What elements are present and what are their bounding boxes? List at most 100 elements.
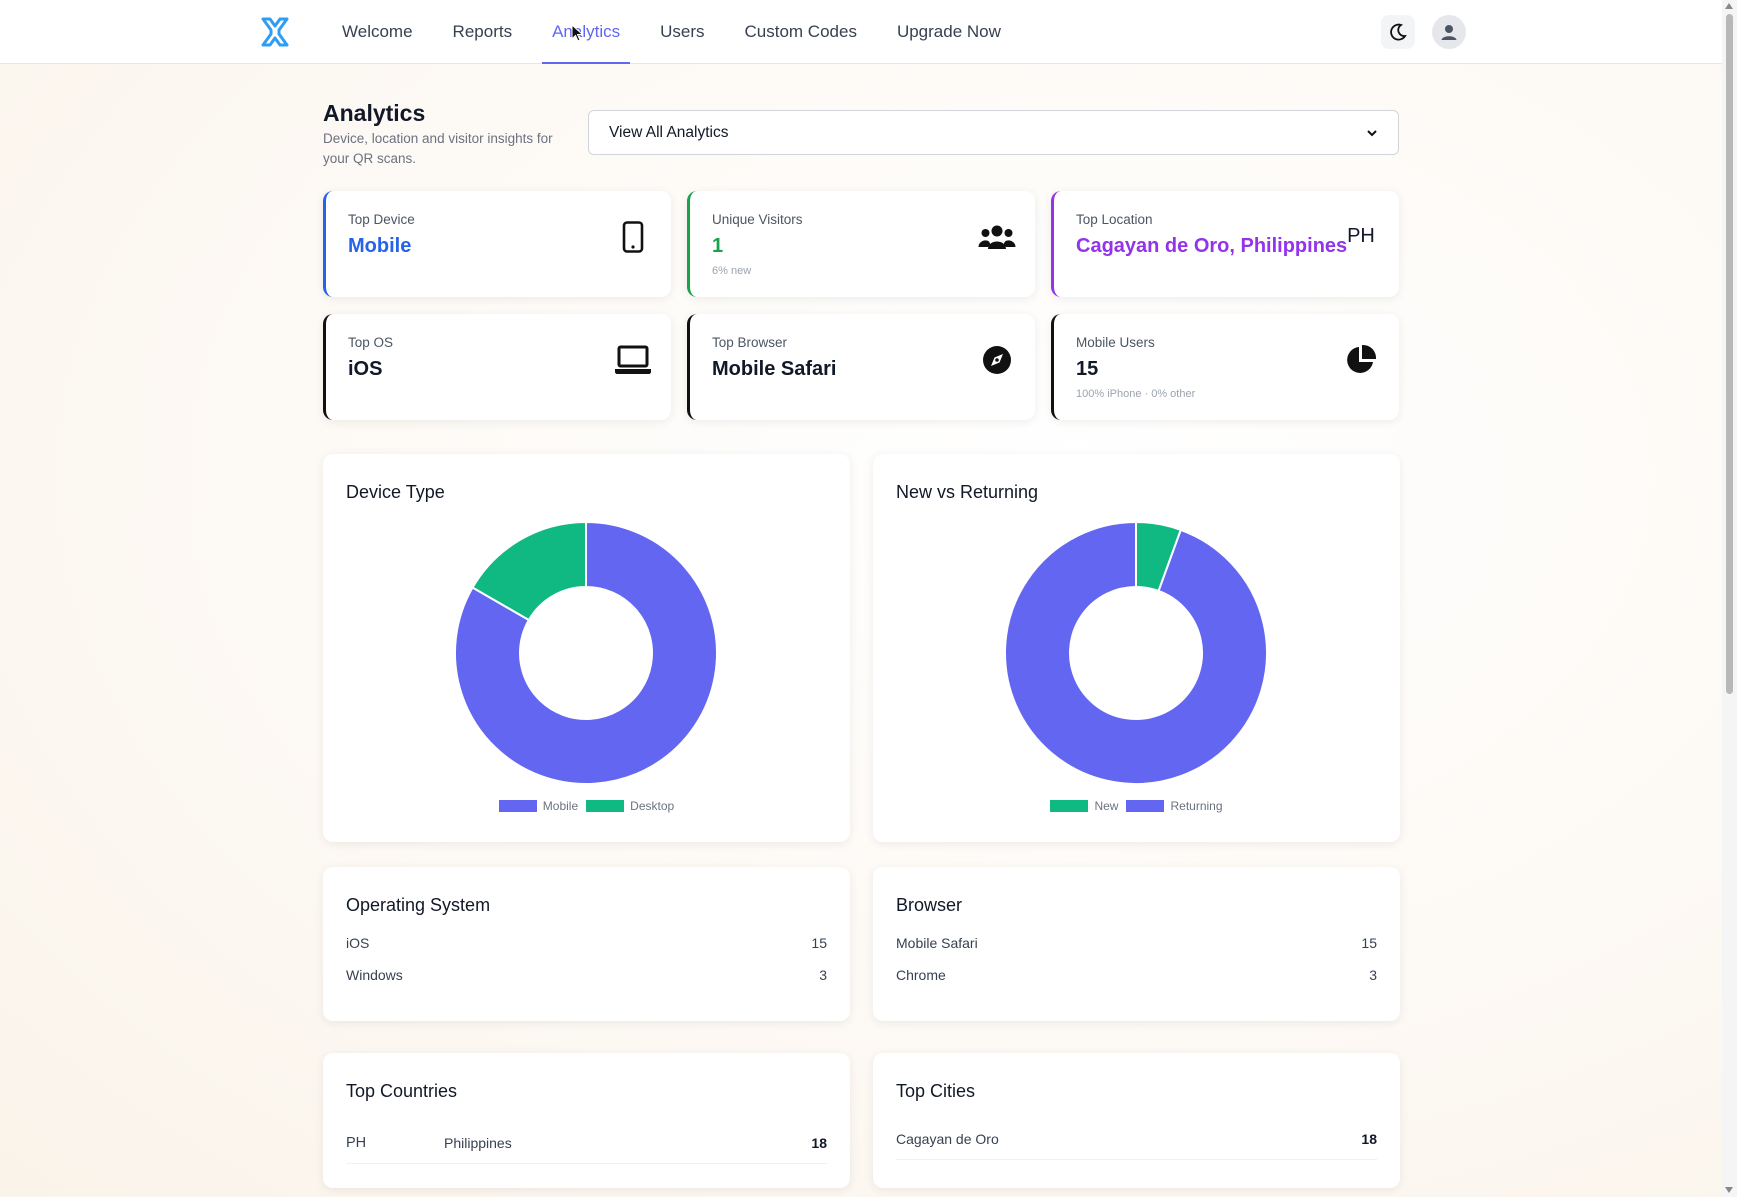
city-count: 18 bbox=[1361, 1131, 1377, 1147]
card-title: Browser bbox=[896, 895, 963, 915]
nav-reports[interactable]: Reports bbox=[452, 22, 513, 41]
list-item: iOS 15 bbox=[346, 935, 827, 967]
stat-value: Mobile bbox=[348, 235, 412, 257]
new-vs-returning-donut-chart bbox=[1004, 521, 1268, 785]
legend-label: Desktop bbox=[630, 799, 675, 813]
os-name: iOS bbox=[346, 935, 370, 951]
theme-toggle-button[interactable] bbox=[1381, 15, 1415, 49]
nav-custom-codes[interactable]: Custom Codes bbox=[744, 22, 857, 41]
nav-users[interactable]: Users bbox=[660, 22, 705, 41]
operating-system-card: Operating System iOS 15 Windows 3 bbox=[323, 867, 850, 1021]
stat-top-location: Top Location Cagayan de Oro, Philippines… bbox=[1051, 191, 1399, 297]
chevron-down-icon bbox=[1367, 129, 1377, 136]
stat-label: Top Device bbox=[348, 212, 415, 227]
stat-mobile-users: Mobile Users 15 100% iPhone · 0% other bbox=[1051, 314, 1399, 420]
users-icon bbox=[977, 217, 1017, 257]
legend-label: New bbox=[1094, 799, 1119, 813]
chart-legend: New Returning bbox=[873, 799, 1400, 813]
scroll-up-arrow[interactable] bbox=[1725, 3, 1733, 9]
donut-slice-desktop[interactable] bbox=[471, 521, 587, 622]
device-type-chart-card: Device Type Mobile Desktop bbox=[323, 454, 850, 842]
page-subtitle: Device, location and visitor insights fo… bbox=[323, 131, 553, 166]
stat-value: iOS bbox=[348, 358, 383, 380]
donut-slice-returning[interactable] bbox=[1004, 521, 1268, 785]
smartphone-icon bbox=[613, 217, 653, 257]
stat-label: Top OS bbox=[348, 335, 394, 350]
legend-item-returning[interactable]: Returning bbox=[1126, 799, 1223, 813]
legend-swatch bbox=[1050, 800, 1089, 812]
device-type-donut-chart bbox=[454, 521, 718, 785]
stat-label: Unique Visitors bbox=[712, 212, 803, 227]
country-count: 18 bbox=[811, 1135, 827, 1151]
list-item: Windows 3 bbox=[346, 967, 827, 999]
stat-value: Cagayan de Oro, Philippines bbox=[1076, 235, 1348, 257]
stat-label: Top Browser bbox=[712, 335, 788, 350]
stat-top-browser: Top Browser Mobile Safari bbox=[687, 314, 1035, 420]
legend-item-desktop[interactable]: Desktop bbox=[586, 799, 674, 813]
stat-top-device: Top Device Mobile bbox=[323, 191, 671, 297]
browser-count: 15 bbox=[1361, 935, 1377, 951]
analytics-filter-select[interactable]: View All Analytics bbox=[588, 110, 1399, 155]
browser-list: Mobile Safari 15 Chrome 3 bbox=[896, 935, 1377, 999]
moon-icon bbox=[1390, 23, 1407, 41]
city-name: Cagayan de Oro bbox=[896, 1131, 999, 1147]
country-code: PH bbox=[346, 1135, 367, 1151]
stat-unique-visitors: Unique Visitors 1 6% new bbox=[687, 191, 1035, 297]
page-scrollbar[interactable] bbox=[1722, 0, 1737, 1197]
legend-label: Mobile bbox=[542, 799, 579, 813]
stat-label: Top Location bbox=[1076, 212, 1153, 227]
stat-value: Mobile Safari bbox=[712, 358, 837, 380]
main-nav: Welcome Reports Analytics Users Custom C… bbox=[322, 0, 1021, 64]
laptop-icon bbox=[613, 340, 653, 380]
country-code-badge: PH bbox=[1341, 216, 1381, 256]
top-navigation-bar: Welcome Reports Analytics Users Custom C… bbox=[0, 0, 1722, 64]
country-code: PH bbox=[1347, 224, 1375, 247]
browser-name: Chrome bbox=[896, 967, 946, 983]
chart-legend: Mobile Desktop bbox=[323, 799, 850, 813]
os-name: Windows bbox=[346, 967, 403, 983]
browser-card: Browser Mobile Safari 15 Chrome 3 bbox=[873, 867, 1400, 1021]
list-item: Mobile Safari 15 bbox=[896, 935, 1377, 967]
legend-item-new[interactable]: New bbox=[1050, 799, 1118, 813]
stat-value: 15 bbox=[1076, 358, 1099, 380]
os-count: 3 bbox=[819, 967, 827, 983]
table-row: PH Philippines 18 bbox=[346, 1135, 827, 1164]
card-title: Top Countries bbox=[346, 1081, 458, 1101]
donut-slice-mobile[interactable] bbox=[454, 521, 718, 785]
new-vs-returning-chart-card: New vs Returning New Returning bbox=[873, 454, 1400, 842]
pie-chart-icon bbox=[1341, 340, 1381, 380]
scroll-thumb[interactable] bbox=[1726, 14, 1733, 694]
x-logo-icon[interactable] bbox=[258, 15, 292, 49]
top-cities-card: Top Cities Cagayan de Oro 18 bbox=[873, 1053, 1400, 1188]
browser-name: Mobile Safari bbox=[896, 935, 978, 951]
browser-count: 3 bbox=[1369, 967, 1377, 983]
legend-swatch bbox=[586, 800, 625, 812]
stat-note: 100% iPhone · 0% other bbox=[1076, 388, 1196, 400]
scroll-down-arrow[interactable] bbox=[1725, 1187, 1733, 1193]
legend-item-mobile[interactable]: Mobile bbox=[498, 799, 579, 813]
compass-icon bbox=[977, 340, 1017, 380]
stat-note: 6% new bbox=[712, 265, 752, 277]
os-list: iOS 15 Windows 3 bbox=[346, 935, 827, 999]
legend-swatch bbox=[498, 800, 537, 812]
table-row: Cagayan de Oro 18 bbox=[896, 1131, 1377, 1160]
nav-analytics[interactable]: Analytics bbox=[532, 0, 640, 64]
chart-title: New vs Returning bbox=[896, 482, 1039, 502]
os-count: 15 bbox=[811, 935, 827, 951]
page-title: Analytics bbox=[323, 100, 426, 126]
country-name: Philippines bbox=[444, 1135, 512, 1151]
select-value: View All Analytics bbox=[609, 123, 729, 141]
top-countries-card: Top Countries PH Philippines 18 bbox=[323, 1053, 850, 1188]
card-title: Operating System bbox=[346, 895, 491, 915]
stat-value: 1 bbox=[712, 235, 724, 257]
user-menu-button[interactable] bbox=[1432, 15, 1466, 49]
nav-upgrade-now[interactable]: Upgrade Now bbox=[896, 22, 1001, 41]
user-icon bbox=[1441, 25, 1457, 40]
legend-swatch bbox=[1126, 800, 1165, 812]
stat-top-os: Top OS iOS bbox=[323, 314, 671, 420]
mouse-cursor-icon bbox=[571, 24, 584, 42]
card-title: Top Cities bbox=[896, 1081, 976, 1101]
legend-label: Returning bbox=[1170, 799, 1223, 813]
list-item: Chrome 3 bbox=[896, 967, 1377, 999]
nav-welcome[interactable]: Welcome bbox=[342, 22, 413, 41]
